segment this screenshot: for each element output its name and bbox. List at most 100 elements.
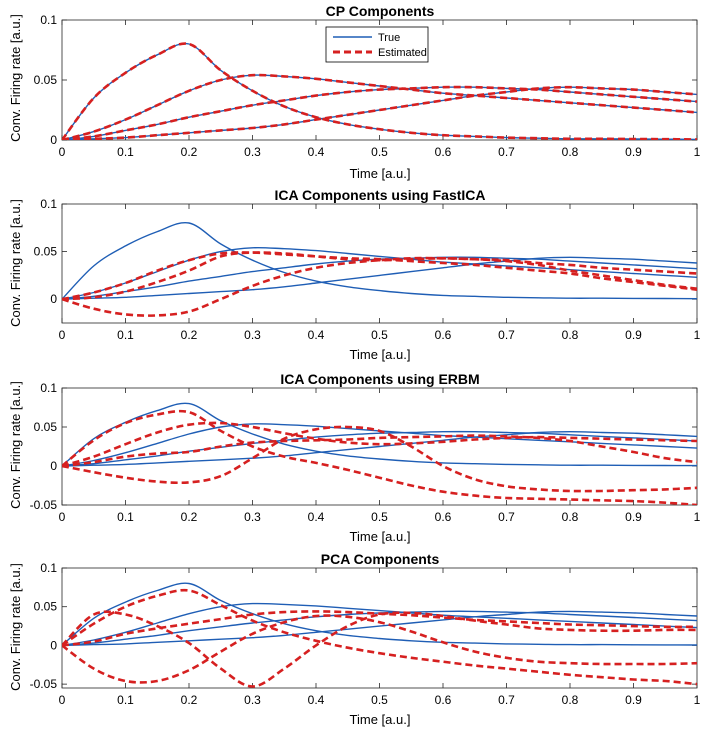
estimated-series-line — [62, 421, 697, 468]
x-axis-label: Time [a.u.] — [350, 529, 411, 544]
x-tick-label: 0.2 — [181, 693, 198, 707]
x-tick-label: 0 — [59, 693, 66, 707]
x-tick-label: 0.3 — [244, 145, 261, 159]
x-tick-label: 0.4 — [308, 693, 325, 707]
x-tick-label: 0.3 — [244, 693, 261, 707]
x-tick-label: 1 — [694, 510, 701, 524]
chart-title: PCA Components — [321, 551, 440, 567]
true-series-line — [62, 610, 697, 647]
x-tick-label: 0.5 — [371, 328, 388, 342]
legend-true-label: True — [378, 32, 400, 44]
panel-fastica: ICA Components using FastICA 0 0.1 0.2 0.3 0… — [8, 187, 701, 362]
true-series-line — [62, 256, 697, 300]
x-tick-label: 0.7 — [498, 145, 515, 159]
estimated-series-line — [62, 85, 697, 140]
x-tick-label: 0.4 — [308, 145, 325, 159]
x-tick-label: 1 — [694, 693, 701, 707]
true-series-line — [62, 256, 697, 300]
true-series-line — [62, 221, 697, 300]
x-tick-label: 0.5 — [371, 145, 388, 159]
chart-title: ICA Components using ERBM — [280, 371, 479, 387]
estimated-series-line — [62, 610, 697, 647]
x-tick-label: 0.3 — [244, 328, 261, 342]
x-tick-label: 1 — [694, 145, 701, 159]
estimated-series-line — [62, 434, 697, 468]
y-axis-label: Conv. Firing rate [a.u.] — [8, 14, 23, 142]
x-tick-label: 0.4 — [308, 328, 325, 342]
y-tick-label: 0 — [50, 638, 57, 652]
axes-box — [61, 567, 698, 689]
estimated-series-line — [62, 251, 697, 301]
x-tick-label: 0.5 — [371, 693, 388, 707]
x-axis-label: Time [a.u.] — [350, 166, 411, 181]
x-tick-label: 0.2 — [181, 328, 198, 342]
x-axis-label: Time [a.u.] — [350, 712, 411, 727]
series-group — [62, 402, 697, 505]
y-tick-label: 0.1 — [40, 561, 57, 575]
panel-erbm: ICA Components using ERBM 0 0.1 0.2 0.3 0.4 0… — [8, 371, 701, 544]
y-axis-label: Conv. Firing rate [a.u.] — [8, 381, 23, 509]
chart-title: ICA Components using FastICA — [274, 187, 485, 203]
x-tick-label: 0.2 — [181, 145, 198, 159]
y-tick-label: 0.1 — [40, 381, 57, 395]
estimated-series-line — [62, 42, 697, 140]
y-tick-label: 0.05 — [34, 600, 58, 614]
y-axis-label: Conv. Firing rate [a.u.] — [8, 199, 23, 327]
estimated-series-line — [62, 73, 697, 140]
x-tick-label: 0.9 — [625, 145, 642, 159]
legend-estimated-label: Estimated — [378, 47, 427, 59]
y-tick-label: 0.05 — [34, 420, 58, 434]
x-tick-label: 0.7 — [498, 693, 515, 707]
y-tick-label: 0.05 — [34, 73, 58, 87]
estimated-series-line — [62, 409, 697, 505]
y-tick-label: 0 — [50, 292, 57, 306]
x-tick-label: 0 — [59, 145, 66, 159]
x-tick-label: 0.8 — [562, 145, 579, 159]
y-axis-label: Conv. Firing rate [a.u.] — [8, 563, 23, 691]
estimated-series-line — [62, 425, 697, 493]
x-tick-label: 0.6 — [435, 693, 452, 707]
x-tick-label: 0.9 — [625, 328, 642, 342]
legend-box — [325, 26, 429, 63]
x-tick-label: 0.6 — [435, 510, 452, 524]
series-group — [62, 582, 697, 688]
x-tick-label: 0 — [59, 510, 66, 524]
chart-title: CP Components — [326, 3, 435, 19]
y-tick-label: 0.05 — [34, 245, 58, 259]
series-group — [62, 221, 697, 317]
x-tick-label: 0 — [59, 328, 66, 342]
y-tick-label: 0 — [50, 133, 57, 147]
x-tick-label: 0.4 — [308, 510, 325, 524]
true-series-line — [62, 602, 697, 647]
x-axis-label: Time [a.u.] — [350, 347, 411, 362]
true-series-line — [62, 430, 697, 467]
y-tick-label: 0.1 — [40, 13, 57, 27]
y-tick-label: -0.05 — [30, 498, 58, 512]
y-tick-label: -0.05 — [30, 677, 58, 691]
x-tick-label: 0.5 — [371, 510, 388, 524]
estimated-series-line — [62, 610, 697, 688]
legend: True Estimated — [325, 26, 429, 63]
true-series-line — [62, 246, 697, 300]
plot-area: 0 0.1 0.2 0.3 0.4 0.5 0.6 0.7 0.8 0.9 1-0.0500.050… — [30, 561, 701, 707]
x-tick-label: 0.1 — [117, 328, 134, 342]
plot-area: 0 0.1 0.2 0.3 0.4 0.5 0.6 0.7 0.8 0.9 1 0 0.05 0.1 — [34, 13, 701, 159]
x-tick-label: 1 — [694, 328, 701, 342]
series-group — [62, 42, 697, 140]
true-series-line — [62, 582, 697, 646]
y-tick-label: 0.1 — [40, 197, 57, 211]
x-tick-label: 0.6 — [435, 145, 452, 159]
true-series-line — [62, 610, 697, 647]
x-tick-label: 0.1 — [117, 145, 134, 159]
estimated-series-line — [62, 85, 697, 140]
true-series-line — [62, 402, 697, 467]
x-tick-label: 0.3 — [244, 510, 261, 524]
y-tick-label: 0 — [50, 459, 57, 473]
x-tick-label: 0.6 — [435, 328, 452, 342]
x-tick-label: 0.9 — [625, 693, 642, 707]
x-tick-label: 0.1 — [117, 510, 134, 524]
plot-area: 0 0.1 0.2 0.3 0.4 0.5 0.6 0.7 0.8 0.9 1 0 0.05 0.1 — [34, 197, 701, 342]
estimated-series-line — [62, 588, 697, 686]
x-tick-label: 0.8 — [562, 693, 579, 707]
x-tick-label: 0.8 — [562, 510, 579, 524]
